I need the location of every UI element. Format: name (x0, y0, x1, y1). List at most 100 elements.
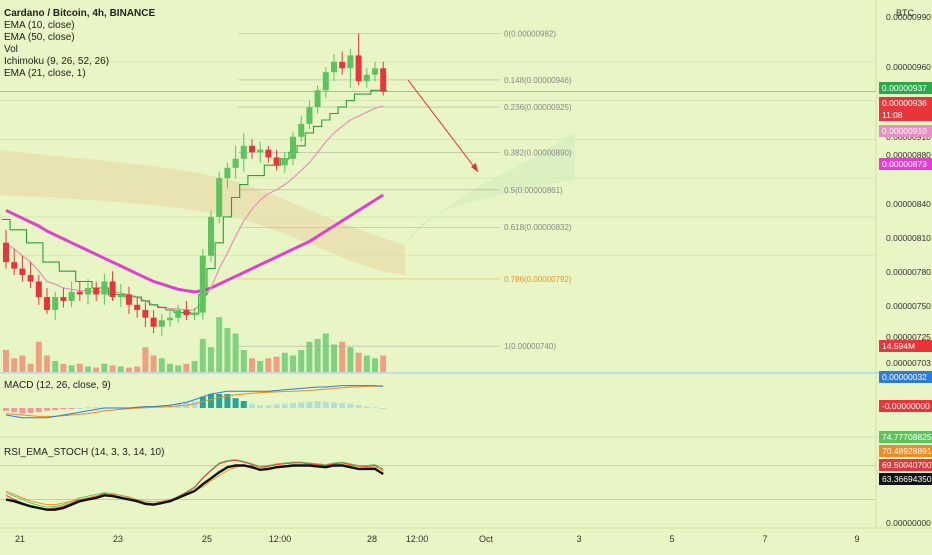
candle-body[interactable] (232, 158, 239, 168)
macd-histogram-bar (372, 407, 378, 409)
candle-body[interactable] (150, 317, 157, 327)
candle-body[interactable] (322, 72, 329, 91)
candle-body[interactable] (331, 61, 337, 73)
candle-body[interactable] (68, 291, 75, 301)
candle-body[interactable] (60, 297, 67, 301)
candle-body[interactable] (167, 317, 173, 321)
legend-ema21[interactable]: EMA (21, close, 1) (4, 68, 86, 79)
candle-body[interactable] (191, 312, 198, 316)
macd-histogram-bar (322, 401, 329, 408)
price-tag[interactable] (879, 473, 932, 485)
price-tag[interactable] (879, 109, 932, 121)
price-tag-label: -0.00000000 (882, 401, 930, 411)
macd-histogram-bar (93, 407, 100, 409)
candle-body[interactable] (306, 107, 313, 124)
legend-ichimoku[interactable]: Ichimoku (9, 26, 52, 26) (4, 56, 110, 67)
candle-body[interactable] (281, 158, 288, 166)
candle-body[interactable] (3, 242, 9, 263)
macd-histogram-bar (298, 402, 305, 408)
fib-level-label: 0.382(0.00000890) (504, 148, 572, 157)
price-tag[interactable] (879, 340, 932, 352)
candle-body[interactable] (85, 287, 91, 295)
price-tag[interactable] (879, 459, 932, 471)
price-tag[interactable] (879, 82, 932, 94)
candle-body[interactable] (240, 145, 247, 159)
candle-body[interactable] (35, 281, 42, 298)
volume-bar (126, 367, 132, 372)
price-tag[interactable] (879, 125, 932, 137)
candle-body[interactable] (183, 309, 190, 316)
volume-bar (35, 341, 42, 372)
macd-histogram-bar (85, 407, 91, 409)
candle-body[interactable] (298, 123, 305, 137)
volume-bar (76, 363, 83, 372)
macd-legend: MACD (12, 26, close, 9) (4, 380, 111, 392)
candle-body[interactable] (175, 309, 182, 318)
rsi-tick-label: 0.00000000 (886, 518, 931, 528)
candle-body[interactable] (19, 268, 26, 276)
candle-body[interactable] (208, 216, 214, 256)
candle-body[interactable] (126, 294, 132, 305)
macd-histogram-bar (347, 403, 354, 408)
candle-body[interactable] (52, 297, 59, 310)
candle-body[interactable] (101, 281, 108, 295)
price-tag[interactable] (879, 158, 932, 170)
candle-body[interactable] (117, 294, 124, 298)
macd-histogram-bar (35, 408, 42, 413)
candle-body[interactable] (347, 55, 354, 69)
volume-bar (44, 355, 50, 372)
macd-label[interactable]: MACD (12, 26, close, 9) (4, 380, 111, 391)
volume-bar (199, 339, 206, 372)
volume-bar (290, 355, 296, 372)
volume-bar (281, 352, 288, 372)
candle-body[interactable] (224, 167, 231, 179)
candle-body[interactable] (372, 68, 378, 75)
volume-bar (380, 355, 387, 372)
candle-body[interactable] (158, 320, 165, 327)
fib-level-label: 0.618(0.00000832) (504, 223, 572, 232)
macd-histogram-bar (224, 394, 231, 408)
candle-body[interactable] (265, 149, 272, 158)
macd-histogram-bar (19, 408, 26, 414)
volume-bar (372, 358, 378, 372)
candle-body[interactable] (339, 61, 346, 69)
candle-body[interactable] (199, 255, 206, 313)
candle-body[interactable] (109, 281, 116, 298)
volume-bar (224, 328, 231, 372)
price-tag[interactable] (879, 431, 932, 443)
price-tag[interactable] (879, 371, 932, 383)
candle-body[interactable] (93, 287, 100, 295)
volume-bar (322, 333, 329, 372)
volume-bar (232, 333, 239, 372)
candle-body[interactable] (76, 291, 83, 295)
price-tick-label: 0.00000810 (886, 233, 931, 243)
candle-body[interactable] (249, 145, 255, 153)
candle-body[interactable] (27, 275, 34, 282)
macd-histogram-bar (232, 398, 239, 408)
legend-ema10[interactable]: EMA (10, close) (4, 20, 75, 31)
macd-histogram-bar (290, 403, 296, 408)
rsi-label[interactable]: RSI_EMA_STOCH (14, 3, 3, 14, 10) (4, 447, 165, 458)
candle-body[interactable] (355, 55, 362, 82)
price-tag[interactable] (879, 97, 932, 109)
time-tick-label: 12:00 (269, 534, 292, 544)
time-tick-label: 25 (202, 534, 212, 544)
candle-body[interactable] (380, 68, 387, 92)
candle-body[interactable] (142, 309, 149, 318)
candle-body[interactable] (257, 149, 264, 153)
ichimoku-line (1, 89, 388, 315)
volume-bar (60, 363, 67, 372)
price-tag[interactable] (879, 400, 932, 412)
candle-body[interactable] (273, 157, 280, 166)
candle-body[interactable] (363, 74, 370, 82)
candle-body[interactable] (134, 304, 141, 310)
legend-ema50[interactable]: EMA (50, close) (4, 32, 75, 43)
legend-vol[interactable]: Vol (4, 44, 18, 55)
price-tag[interactable] (879, 445, 932, 457)
candle-body[interactable] (44, 297, 50, 310)
candle-body[interactable] (216, 178, 223, 217)
candle-body[interactable] (314, 90, 321, 108)
candle-body[interactable] (290, 136, 296, 159)
candle-body[interactable] (11, 262, 18, 269)
